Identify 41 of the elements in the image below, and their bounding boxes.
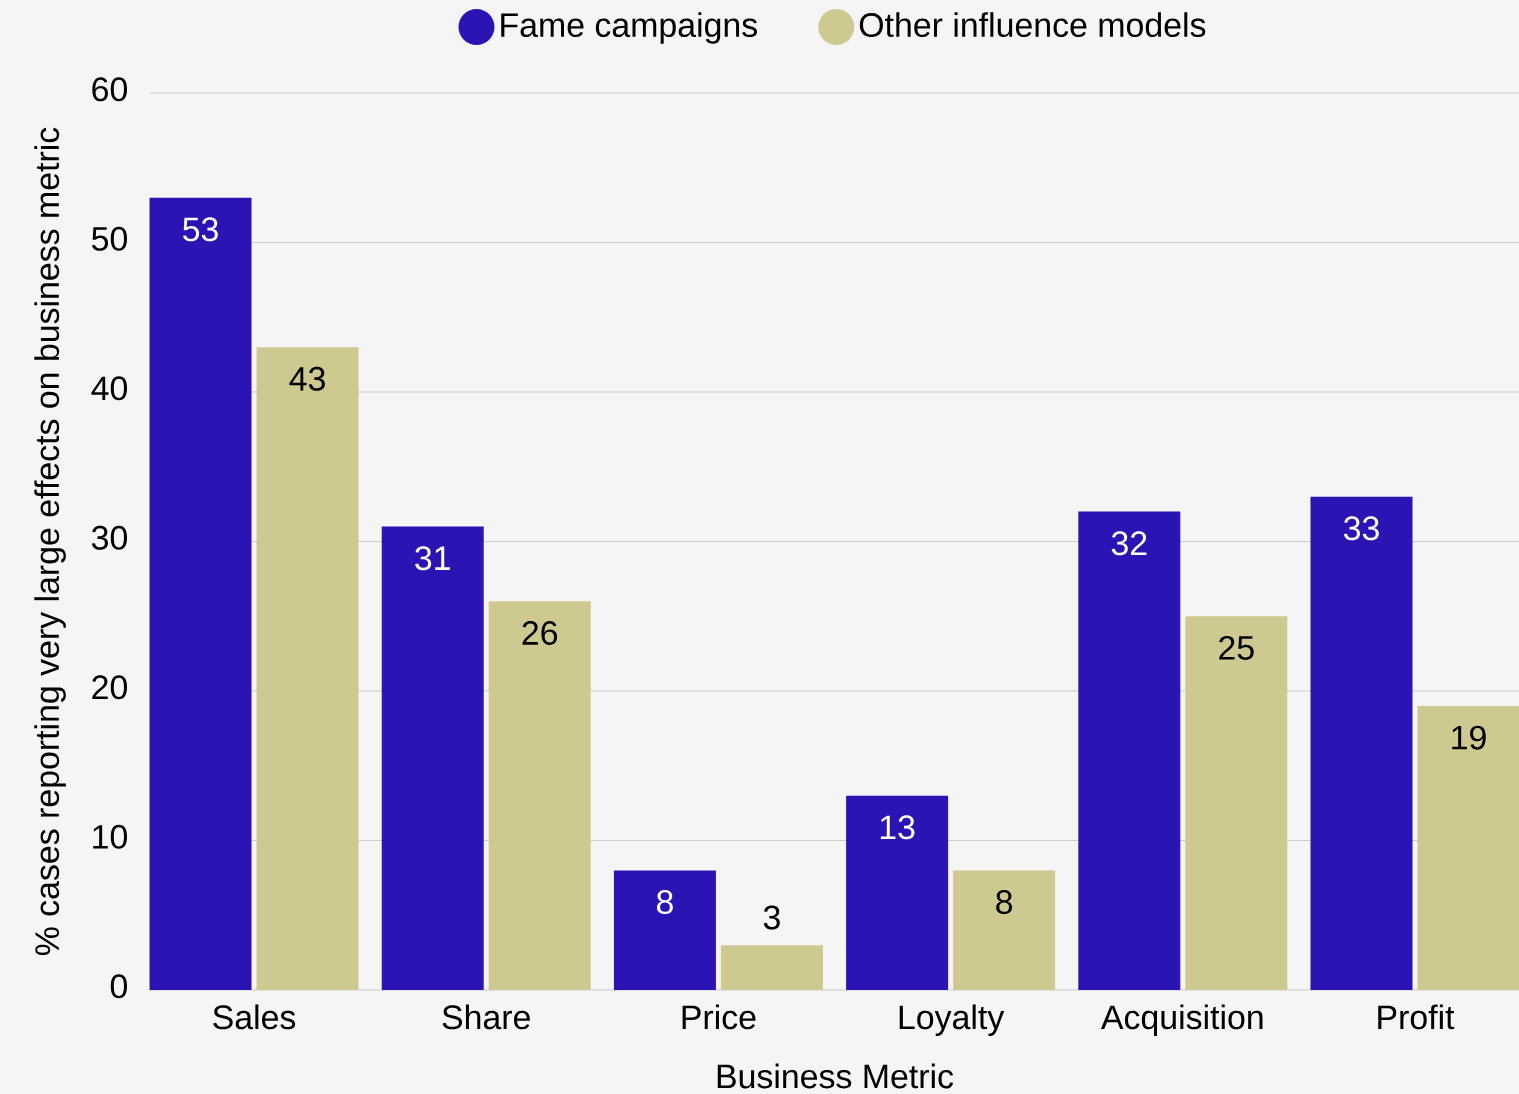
y-axis-title: % cases reporting very large effects on business metric [34, 127, 66, 956]
y-tick-label: 30 [91, 525, 127, 550]
bar [1310, 496, 1413, 990]
bar [256, 347, 359, 990]
data-label: 26 [522, 620, 558, 645]
bar [720, 945, 823, 990]
y-tick-label: 20 [92, 675, 127, 700]
data-label: 3 [763, 905, 780, 930]
data-label: 33 [1343, 516, 1379, 541]
bar [1078, 511, 1181, 990]
bar [613, 870, 716, 990]
data-label: 8 [996, 890, 1013, 915]
x-tick-label: Acquisition [1100, 1004, 1263, 1036]
data-label: 13 [880, 815, 915, 840]
data-label: 25 [1219, 635, 1254, 660]
bar [488, 601, 591, 990]
bar [149, 197, 252, 990]
data-label: 8 [656, 890, 673, 915]
x-tick-label: Sales [213, 1004, 296, 1030]
data-label: 53 [183, 217, 218, 242]
data-label: 31 [415, 546, 450, 571]
legend-label: Other influence models [859, 12, 1206, 38]
data-label: 43 [289, 366, 325, 391]
x-tick-label: Profit [1378, 1004, 1455, 1030]
legend-label: Fame campaigns [501, 12, 757, 44]
x-axis-title: Business Metric [717, 1063, 954, 1089]
y-tick-label: 40 [91, 376, 127, 401]
bar [381, 526, 484, 990]
data-label: 32 [1111, 531, 1147, 556]
bar [1185, 616, 1288, 990]
y-tick-label: 10 [93, 824, 127, 849]
y-tick-label: 60 [92, 77, 127, 102]
y-tick-label: 0 [110, 974, 127, 999]
x-tick-label: Loyalty [899, 1004, 1005, 1036]
bar [846, 795, 949, 990]
y-tick-label: 50 [91, 226, 127, 251]
x-tick-label: Share [442, 1004, 530, 1030]
data-label: 19 [1452, 725, 1486, 750]
bar [953, 870, 1056, 990]
x-tick-label: Price [682, 1004, 756, 1030]
bar [1417, 705, 1519, 990]
